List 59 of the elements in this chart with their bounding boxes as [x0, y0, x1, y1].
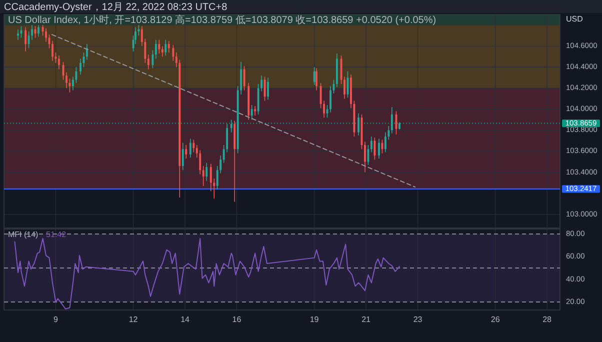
x-tick-label: 16: [232, 315, 242, 324]
y-axis-title: USD: [566, 14, 584, 24]
candlestick: [80, 58, 82, 75]
candlestick: [31, 24, 33, 40]
x-tick-label: 23: [413, 315, 423, 324]
x-tick-label: 26: [490, 315, 500, 324]
candlestick: [230, 119, 232, 133]
candlestick: [344, 76, 346, 100]
candlestick: [395, 110, 398, 135]
candlestick: [313, 66, 316, 86]
candlestick: [185, 144, 188, 160]
candlestick: [367, 144, 370, 166]
candlestick: [158, 39, 160, 54]
candlestick: [52, 40, 54, 62]
candlestick: [154, 39, 157, 60]
candlestick: [161, 46, 164, 58]
x-tick-label: 12: [128, 315, 138, 324]
candlestick: [202, 166, 204, 186]
x-tick-label: 9: [53, 315, 58, 324]
candlestick: [172, 44, 174, 62]
candlestick: [364, 141, 366, 173]
candlestick: [330, 86, 332, 113]
candlestick: [58, 55, 60, 70]
candlestick: [38, 24, 40, 38]
candlestick: [152, 50, 154, 69]
candlestick: [254, 106, 256, 116]
candlestick: [358, 113, 360, 136]
candlestick: [17, 28, 19, 40]
chart-title: MFI (14): [8, 230, 39, 239]
candlestick: [374, 137, 376, 160]
candlestick: [243, 66, 246, 91]
candlestick: [182, 142, 184, 171]
x-tick-label: 14: [180, 315, 190, 324]
candlestick: [192, 139, 195, 153]
candlestick: [168, 40, 170, 53]
annotation: 51.42: [46, 230, 67, 239]
candlestick: [66, 72, 68, 89]
candlestick: [189, 138, 192, 158]
candlestick: [86, 44, 88, 60]
candlestick: [390, 106, 393, 134]
candlestick: [164, 39, 167, 56]
candlestick: [316, 68, 318, 91]
chart-title: CCacademy-Oyster，12月 22, 2022 08:23 UTC+8: [4, 2, 228, 13]
chart-subtitle: US Dollar Index, 1小时, 开=103.8129 高=103.8759 低=103.8079 收=103.8659 +0.0520 (+0.05%): [8, 14, 436, 26]
candlestick: [370, 136, 372, 153]
line-series: [14, 238, 400, 310]
candlestick: [267, 77, 269, 100]
candlestick: [384, 132, 386, 153]
candlestick: [206, 162, 208, 182]
candlestick: [45, 28, 47, 42]
x-tick-label: 28: [542, 315, 552, 324]
candlestick: [378, 138, 380, 160]
candlestick: [147, 54, 150, 70]
x-tick-label: 19: [310, 315, 320, 324]
candlestick: [54, 52, 57, 64]
candlestick: [250, 104, 253, 120]
x-tick-label: 21: [362, 315, 372, 324]
candlestick: [381, 139, 384, 154]
candlestick: [24, 26, 27, 52]
